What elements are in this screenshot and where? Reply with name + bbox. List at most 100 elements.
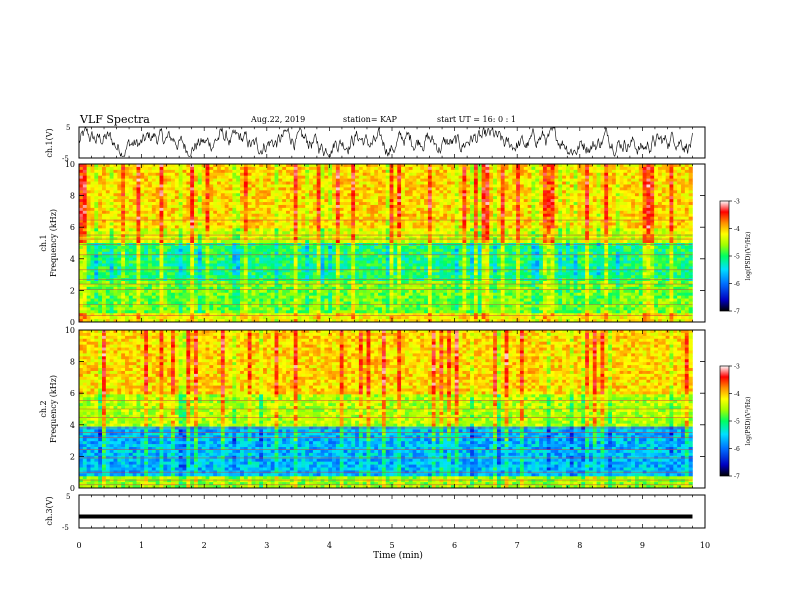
spectrogram-cell [638,213,643,217]
spectrogram-cell [416,169,421,174]
spectrogram-cell [565,222,571,226]
spectrogram-cell [542,207,548,212]
spectrogram-cell [650,234,655,238]
spectrogram-cell [562,169,567,174]
spectrogram-cell [481,175,486,179]
spectrogram-cell [125,231,130,235]
spectrogram-cell [496,184,502,188]
spectrogram-cell [347,164,352,168]
spectrogram-cell [370,251,375,256]
spectrogram-cell [343,248,348,253]
spectrogram-cell [542,199,548,203]
spectrogram-cell [504,178,509,182]
spectrogram-cell [435,219,440,223]
spectrogram-cell [270,184,275,188]
spectrogram-cell [105,245,110,250]
spectrogram-cell [94,210,99,215]
spectrogram-cell [358,251,364,256]
spectrogram-cell [665,234,670,238]
spectrogram-cell [113,181,118,185]
spectrogram-cell [439,172,444,177]
spectrogram-cell [197,245,202,250]
spectrogram-cell [159,202,164,206]
spectrogram-cell [527,202,532,206]
spectrogram-cell [435,178,440,182]
spectrogram-cell [638,178,643,182]
spectrogram-cell [661,216,666,220]
spectrogram-cell [82,172,87,177]
spectrogram-cell [278,178,283,182]
spectrogram-cell [554,181,559,185]
spectrogram-cell [542,234,548,238]
spectrogram-cell [347,199,352,203]
spectrogram-cell [155,204,160,209]
spectrogram-cell [259,210,264,215]
spectrogram-cell [569,175,574,179]
spectrogram-cell [535,240,540,244]
spectrogram-cell [638,169,643,174]
spectrogram-cell [155,164,160,168]
spectrogram-cell [289,225,295,229]
spectrogram-cell [447,222,452,226]
spectrogram-cell [278,175,283,179]
spectrogram-cell [604,210,609,215]
spectrogram-cell [328,219,333,223]
spectrogram-cell [458,169,463,174]
spectrogram-cell [263,181,268,185]
spectrogram-cell [362,199,367,203]
spectrogram-cell [263,245,268,250]
spectrogram-cell [600,207,605,212]
spectrogram-cell [178,234,183,238]
spectrogram-cell [347,240,352,244]
spectrogram-cell [220,164,225,168]
spectrogram-cell [335,213,341,217]
spectrogram-cell [286,207,291,212]
spectrogram-cell [102,187,107,191]
spectrogram-cell [404,207,410,212]
spectrogram-cell [542,222,548,226]
spectrogram-cell [600,196,605,200]
spectrogram-cell [174,207,179,212]
spectrogram-cell [638,184,643,188]
spectrogram-cell [255,219,260,223]
spectrogram-cell [155,213,160,217]
spectrogram-cell [351,245,356,250]
spectrogram-cell [301,164,306,168]
spectrogram-cell [592,193,597,197]
spectrogram-cell [335,248,341,253]
spectrogram-cell [592,187,597,191]
spectrogram-cell [347,190,352,194]
spectrogram-cell [412,228,417,232]
spectrogram-cell [358,228,364,232]
spectrogram-cell [125,213,130,217]
spectrogram-cell [105,193,110,197]
spectrogram-cell [232,178,237,182]
spectrogram-cell [581,210,586,215]
spectrogram-cell [174,213,179,217]
spectrogram-cell [435,187,440,191]
spectrogram-cell [523,210,528,215]
spectrogram-cell [370,187,375,191]
spectrogram-cell [516,169,521,174]
spectrogram-cell [102,240,107,244]
spectrogram-cell [600,210,605,215]
spectrogram-cell [316,231,321,235]
spectrogram-cell [82,240,87,244]
spectrogram-cell [435,196,440,200]
spectrogram-cell [500,240,505,244]
spectrogram-cell [619,181,624,185]
spectrogram-cell [274,213,279,217]
spectrogram-cell [608,245,613,250]
spectrogram-cell [163,172,168,177]
spectrogram-cell [634,234,640,238]
spectrogram-cell [197,181,202,185]
spectrogram-cell [631,175,636,179]
spectrogram-cell [661,234,666,238]
spectrogram-cell [627,219,632,223]
spectrogram-cell [473,164,479,168]
spectrogram-cell [332,225,337,229]
spectrogram-cell [362,164,367,168]
spectrogram-cell [228,172,233,177]
spectrogram-cell [588,193,594,197]
spectrogram-cell [473,234,479,238]
